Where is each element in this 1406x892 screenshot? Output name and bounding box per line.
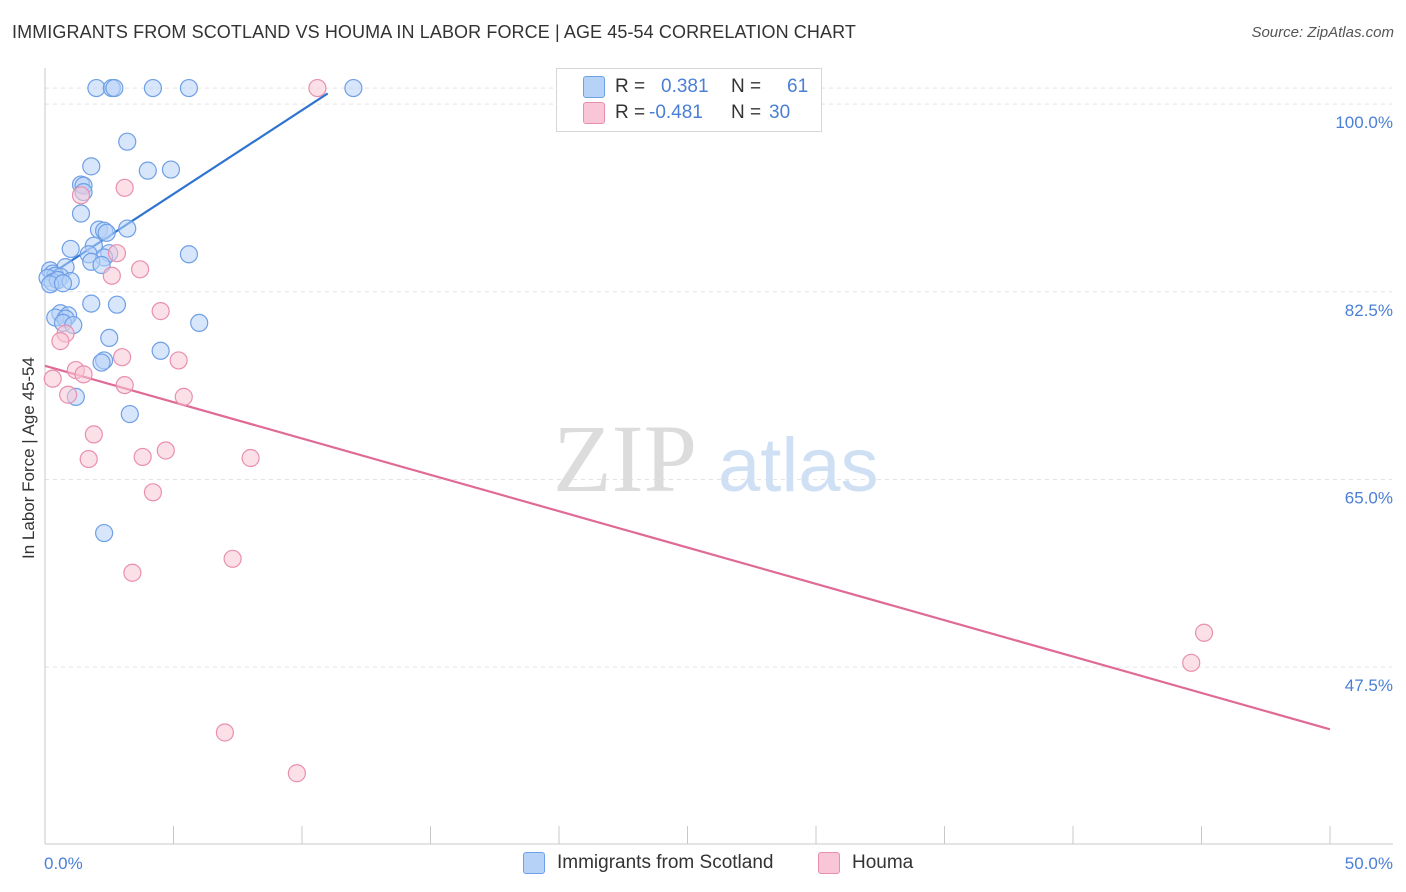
scotland-point [118, 132, 137, 151]
scotland-point [118, 219, 137, 238]
houma-point [308, 78, 327, 98]
houma-point [74, 365, 93, 384]
watermark-atlas: atlas [718, 423, 879, 508]
bottom-legend-scotland: Immigrants from Scotland [523, 852, 773, 874]
y-tick-label: 100.0% [1335, 113, 1393, 132]
scotland-point [92, 353, 111, 372]
scotland-point [143, 78, 163, 98]
legend-r-value: 0.381 [661, 76, 709, 97]
scotland-point [344, 78, 363, 98]
houma-point [156, 441, 175, 460]
legend-swatch-scotland [583, 76, 605, 98]
chart-title: IMMIGRANTS FROM SCOTLAND VS HOUMA IN LAB… [12, 22, 856, 42]
scotland-point [97, 223, 116, 242]
legend-n-value: 61 [787, 76, 809, 97]
scotland-point [161, 160, 181, 179]
houma-point [1182, 653, 1201, 672]
houma-point [215, 723, 234, 742]
bottom-legend-swatch-houma [818, 852, 840, 874]
legend-r-label: R = [615, 102, 646, 123]
scotland-point [61, 239, 80, 259]
houma-point [115, 375, 134, 395]
houma-point [84, 425, 103, 444]
scotland-point [179, 78, 199, 98]
scotland-point [190, 313, 209, 332]
grid-lines [45, 87, 1392, 668]
scotland-point [179, 245, 199, 264]
houma-point [123, 563, 142, 582]
scotland-point [95, 523, 114, 543]
houma-point [174, 387, 193, 406]
scotland-point [82, 157, 101, 176]
source-label: Source: ZipAtlas.com [1251, 24, 1394, 41]
houma-point [223, 549, 242, 568]
houma-trend-line [44, 364, 1331, 731]
houma-point [107, 244, 127, 263]
scotland-point [105, 78, 124, 98]
houma-point [59, 385, 78, 404]
houma-point [112, 348, 132, 367]
y-axis-title: In Labor Force | Age 45-54 [19, 357, 38, 559]
legend-n-label: N = [731, 76, 762, 97]
houma-point [115, 178, 134, 197]
bottom-legend-label: Immigrants from Scotland [557, 852, 774, 873]
legend-r-label: R = [615, 76, 646, 97]
scotland-point [87, 78, 106, 98]
data-points [38, 78, 1214, 783]
axes [44, 68, 1393, 845]
houma-point [151, 302, 170, 321]
houma-point [133, 447, 152, 467]
houma-point [79, 449, 98, 469]
stats-legend: R = 0.381 N = 61 R = -0.481 N = 30 [556, 68, 822, 132]
legend-r-value: -0.481 [649, 102, 703, 123]
scotland-point [120, 404, 139, 424]
legend-swatch-houma [583, 102, 605, 124]
watermark-zip: ZIP [553, 405, 697, 512]
houma-point [71, 186, 91, 205]
scotland-point [53, 274, 73, 293]
houma-point [102, 266, 121, 285]
houma-point [1194, 623, 1214, 642]
scotland-point [151, 341, 170, 360]
y-tick-label: 47.5% [1345, 676, 1393, 695]
legend-n-value: 30 [769, 102, 791, 123]
axis-labels: 47.5% 65.0% 82.5% 100.0% 0.0% 50.0% In Labor F… [19, 113, 1393, 873]
houma-point [287, 764, 306, 783]
bottom-legend-houma: Houma [818, 852, 913, 874]
houma-point [241, 448, 260, 468]
scotland-point [138, 161, 157, 180]
houma-point [130, 260, 150, 279]
scotland-point [100, 328, 119, 348]
scotland-point [71, 204, 91, 223]
houma-point [143, 483, 163, 502]
scotland-point [82, 294, 101, 313]
y-tick-label: 65.0% [1345, 488, 1393, 507]
houma-point [43, 369, 62, 388]
bottom-legend-label: Houma [852, 852, 914, 873]
y-tick-label: 82.5% [1345, 301, 1393, 320]
x-tick-label: 0.0% [44, 854, 83, 873]
houma-point [51, 332, 70, 351]
bottom-legend-swatch-scotland [523, 852, 545, 874]
scotland-point [107, 295, 127, 314]
legend-n-label: N = [731, 102, 762, 123]
x-tick-label: 50.0% [1345, 854, 1393, 873]
houma-point [169, 351, 188, 370]
watermark: ZIP atlas [553, 405, 879, 512]
